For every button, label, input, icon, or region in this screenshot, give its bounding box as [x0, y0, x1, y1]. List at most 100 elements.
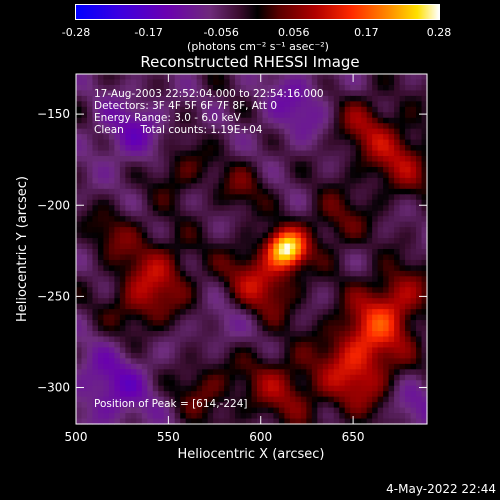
heatmap-cell: [300, 106, 307, 113]
heatmap-cell: [152, 243, 159, 250]
heatmap-cell: [300, 150, 307, 157]
heatmap-cell: [295, 90, 302, 97]
heatmap-cell: [300, 216, 307, 223]
heatmap-cell: [136, 331, 143, 338]
heatmap-cell: [136, 309, 143, 316]
heatmap-cell: [311, 177, 318, 184]
heatmap-cell: [76, 221, 83, 228]
heatmap-cell: [256, 265, 264, 272]
heatmap-cell: [169, 232, 176, 239]
heatmap-cell: [394, 369, 401, 376]
heatmap-cell: [394, 106, 401, 113]
heatmap-cell: [174, 314, 181, 321]
heatmap-cell: [295, 238, 302, 245]
heatmap-cell: [251, 161, 258, 168]
heatmap-cell: [284, 199, 291, 206]
heatmap-cell: [92, 347, 99, 354]
heatmap-cell: [240, 402, 247, 409]
heatmap-cell: [256, 166, 264, 174]
heatmap-cell: [366, 210, 373, 217]
heatmap-cell: [377, 331, 384, 338]
heatmap-cell: [213, 292, 220, 299]
heatmap-cell: [246, 249, 253, 256]
heatmap-cell: [399, 249, 406, 256]
heatmap-cell: [125, 352, 132, 359]
heatmap-cell: [191, 276, 198, 283]
heatmap-cell: [273, 391, 280, 398]
heatmap-cell: [273, 320, 280, 327]
heatmap-cell: [191, 385, 198, 392]
heatmap-cell: [158, 347, 165, 354]
heatmap-cell: [278, 380, 286, 387]
heatmap-cell: [191, 194, 198, 201]
heatmap-cell: [229, 369, 236, 376]
heatmap-cell: [278, 79, 286, 86]
heatmap-cell: [185, 117, 192, 124]
heatmap-cell: [240, 287, 247, 294]
heatmap-cell: [289, 331, 296, 338]
heatmap-cell: [372, 385, 379, 392]
heatmap-cell: [311, 320, 318, 327]
heatmap-cell: [361, 232, 368, 239]
heatmap-cell: [76, 210, 83, 217]
heatmap-cell: [339, 352, 346, 359]
heatmap-cell: [383, 391, 390, 398]
heatmap-cell: [103, 216, 110, 223]
heatmap-cell: [196, 84, 203, 92]
heatmap-cell: [262, 166, 269, 174]
heatmap-cell: [289, 380, 296, 387]
heatmap-cell: [251, 112, 258, 119]
heatmap-cell: [119, 117, 126, 124]
heatmap-cell: [224, 331, 231, 338]
heatmap-cell: [240, 396, 247, 403]
heatmap-cell: [306, 259, 313, 267]
heatmap-cell: [262, 123, 269, 130]
heatmap-cell: [410, 292, 417, 299]
heatmap-cell: [130, 402, 137, 409]
heatmap-cell: [256, 188, 264, 195]
heatmap-cell: [125, 177, 132, 184]
heatmap-cell: [246, 95, 253, 102]
heatmap-cell: [130, 270, 137, 277]
heatmap-cell: [97, 385, 105, 392]
heatmap-cell: [372, 254, 379, 261]
heatmap-cell: [256, 161, 264, 168]
heatmap-cell: [147, 254, 154, 261]
heatmap-cell: [158, 166, 165, 174]
heatmap-cell: [383, 112, 390, 119]
heatmap-cell: [92, 309, 99, 316]
heatmap-cell: [125, 145, 132, 152]
heatmap-cell: [240, 358, 247, 365]
heatmap-cell: [125, 363, 132, 370]
heatmap-cell: [289, 74, 296, 81]
heatmap-cell: [399, 101, 406, 108]
heatmap-cell: [350, 227, 357, 234]
heatmap-cell: [322, 194, 329, 201]
heatmap-cell: [361, 90, 368, 97]
heatmap-cell: [207, 74, 214, 81]
heatmap-cell: [317, 243, 324, 250]
heatmap-cell: [388, 172, 395, 179]
heatmap-cell: [322, 363, 329, 370]
heatmap-cell: [136, 402, 143, 409]
heatmap-cell: [169, 188, 176, 195]
heatmap-cell: [180, 101, 187, 108]
heatmap-cell: [399, 166, 406, 174]
heatmap-cell: [191, 238, 198, 245]
heatmap-cell: [202, 95, 209, 102]
heatmap-cell: [333, 314, 340, 321]
heatmap-cell: [147, 79, 154, 86]
heatmap-cell: [262, 90, 269, 97]
heatmap-cell: [103, 358, 110, 365]
heatmap-cell: [235, 281, 242, 288]
heatmap-cell: [76, 172, 83, 179]
heatmap-cell: [141, 402, 148, 409]
heatmap-cell: [388, 194, 395, 201]
heatmap-cell: [311, 292, 318, 299]
heatmap-cell: [119, 238, 126, 245]
heatmap-cell: [416, 216, 423, 223]
heatmap-cell: [295, 194, 302, 201]
heatmap-cell: [207, 128, 214, 135]
heatmap-cell: [108, 358, 115, 365]
heatmap-cell: [333, 276, 340, 283]
